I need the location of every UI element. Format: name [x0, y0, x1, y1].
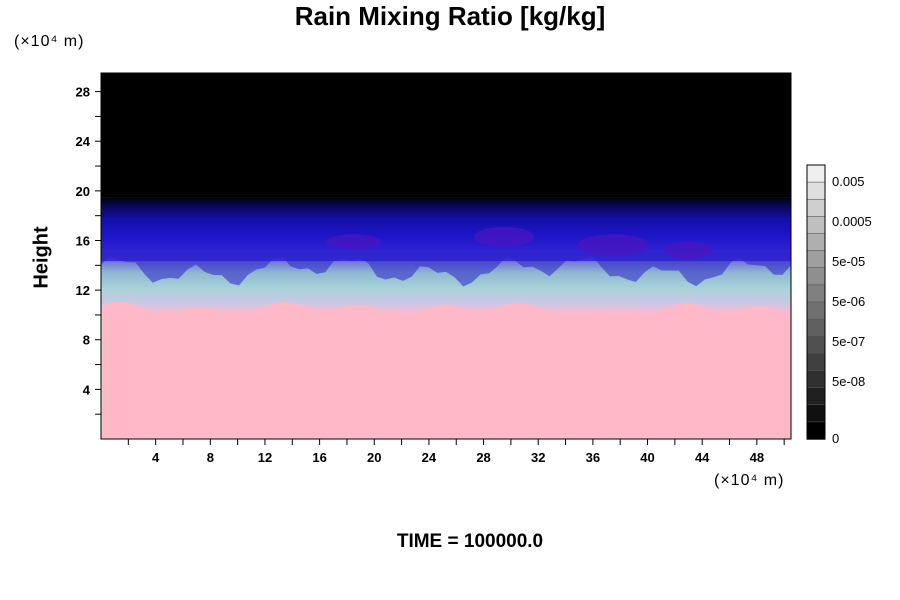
region-interface: [101, 252, 791, 287]
chart-title: Rain Mixing Ratio [kg/kg]: [294, 1, 606, 31]
x-tick-label: 4: [152, 450, 160, 465]
x-tick-label: 48: [750, 450, 764, 465]
x-unit-label: (×10⁴ m): [714, 472, 785, 489]
time-footer: TIME = 100000.0: [396, 531, 544, 552]
colorbar-label: 5e-05: [832, 254, 865, 269]
colorbar-label: 0: [832, 431, 839, 446]
y-tick-label: 12: [76, 283, 90, 298]
x-tick-label: 32: [531, 450, 545, 465]
colorbar-level: [806, 164, 826, 183]
region-lower-boundary: [101, 301, 791, 439]
y-tick-label: 8: [83, 333, 90, 348]
colorbar-level: [806, 318, 826, 338]
colorbar-level: [806, 404, 826, 423]
colorbar-level: [806, 216, 826, 235]
purple-patch: [577, 234, 649, 257]
colorbar-level: [806, 335, 826, 355]
y-tick-label: 4: [83, 382, 91, 397]
y-axis-label: Height: [30, 226, 53, 289]
colorbar-level: [806, 421, 826, 440]
colorbar-label: 5e-08: [832, 374, 865, 389]
x-tick-label: 20: [367, 450, 381, 465]
colorbar-frame: [806, 164, 826, 440]
colorbar-level: [806, 267, 826, 286]
colorbar-level: [806, 370, 826, 389]
purple-patch: [474, 226, 535, 247]
y-tick-label: 28: [76, 85, 90, 100]
colorbar-label: 5e-07: [832, 334, 865, 349]
colorbar-level: [806, 284, 826, 303]
y-tick-label: 24: [76, 134, 91, 149]
x-tick-label: 40: [640, 450, 654, 465]
colorbar-level: [806, 233, 826, 252]
region-upper: [101, 73, 791, 198]
x-tick-label: 24: [422, 450, 437, 465]
y-tick-label: 16: [76, 233, 90, 248]
colorbar-level: [806, 181, 826, 201]
y-unit-label: (×10⁴ m): [14, 33, 85, 50]
colorbar-level: [806, 301, 826, 320]
x-tick-label: 36: [586, 450, 600, 465]
x-tick-label: 44: [695, 450, 710, 465]
x-tick-label: 12: [258, 450, 272, 465]
colorbar-level: [806, 198, 826, 218]
colorbar-label: 0.005: [832, 174, 865, 189]
purple-patch: [663, 241, 714, 260]
colorbar-label: 0.0005: [832, 214, 872, 229]
colorbar-level: [806, 353, 826, 372]
y-tick-label: 20: [76, 184, 90, 199]
x-tick-label: 8: [207, 450, 214, 465]
colorbar-label: 5e-06: [832, 294, 865, 309]
x-tick-label: 28: [476, 450, 490, 465]
colorbar-level: [806, 250, 826, 269]
x-tick-label: 16: [312, 450, 326, 465]
purple-patch: [326, 234, 382, 250]
colorbar-level: [806, 387, 826, 406]
plot-frame: [100, 72, 792, 440]
